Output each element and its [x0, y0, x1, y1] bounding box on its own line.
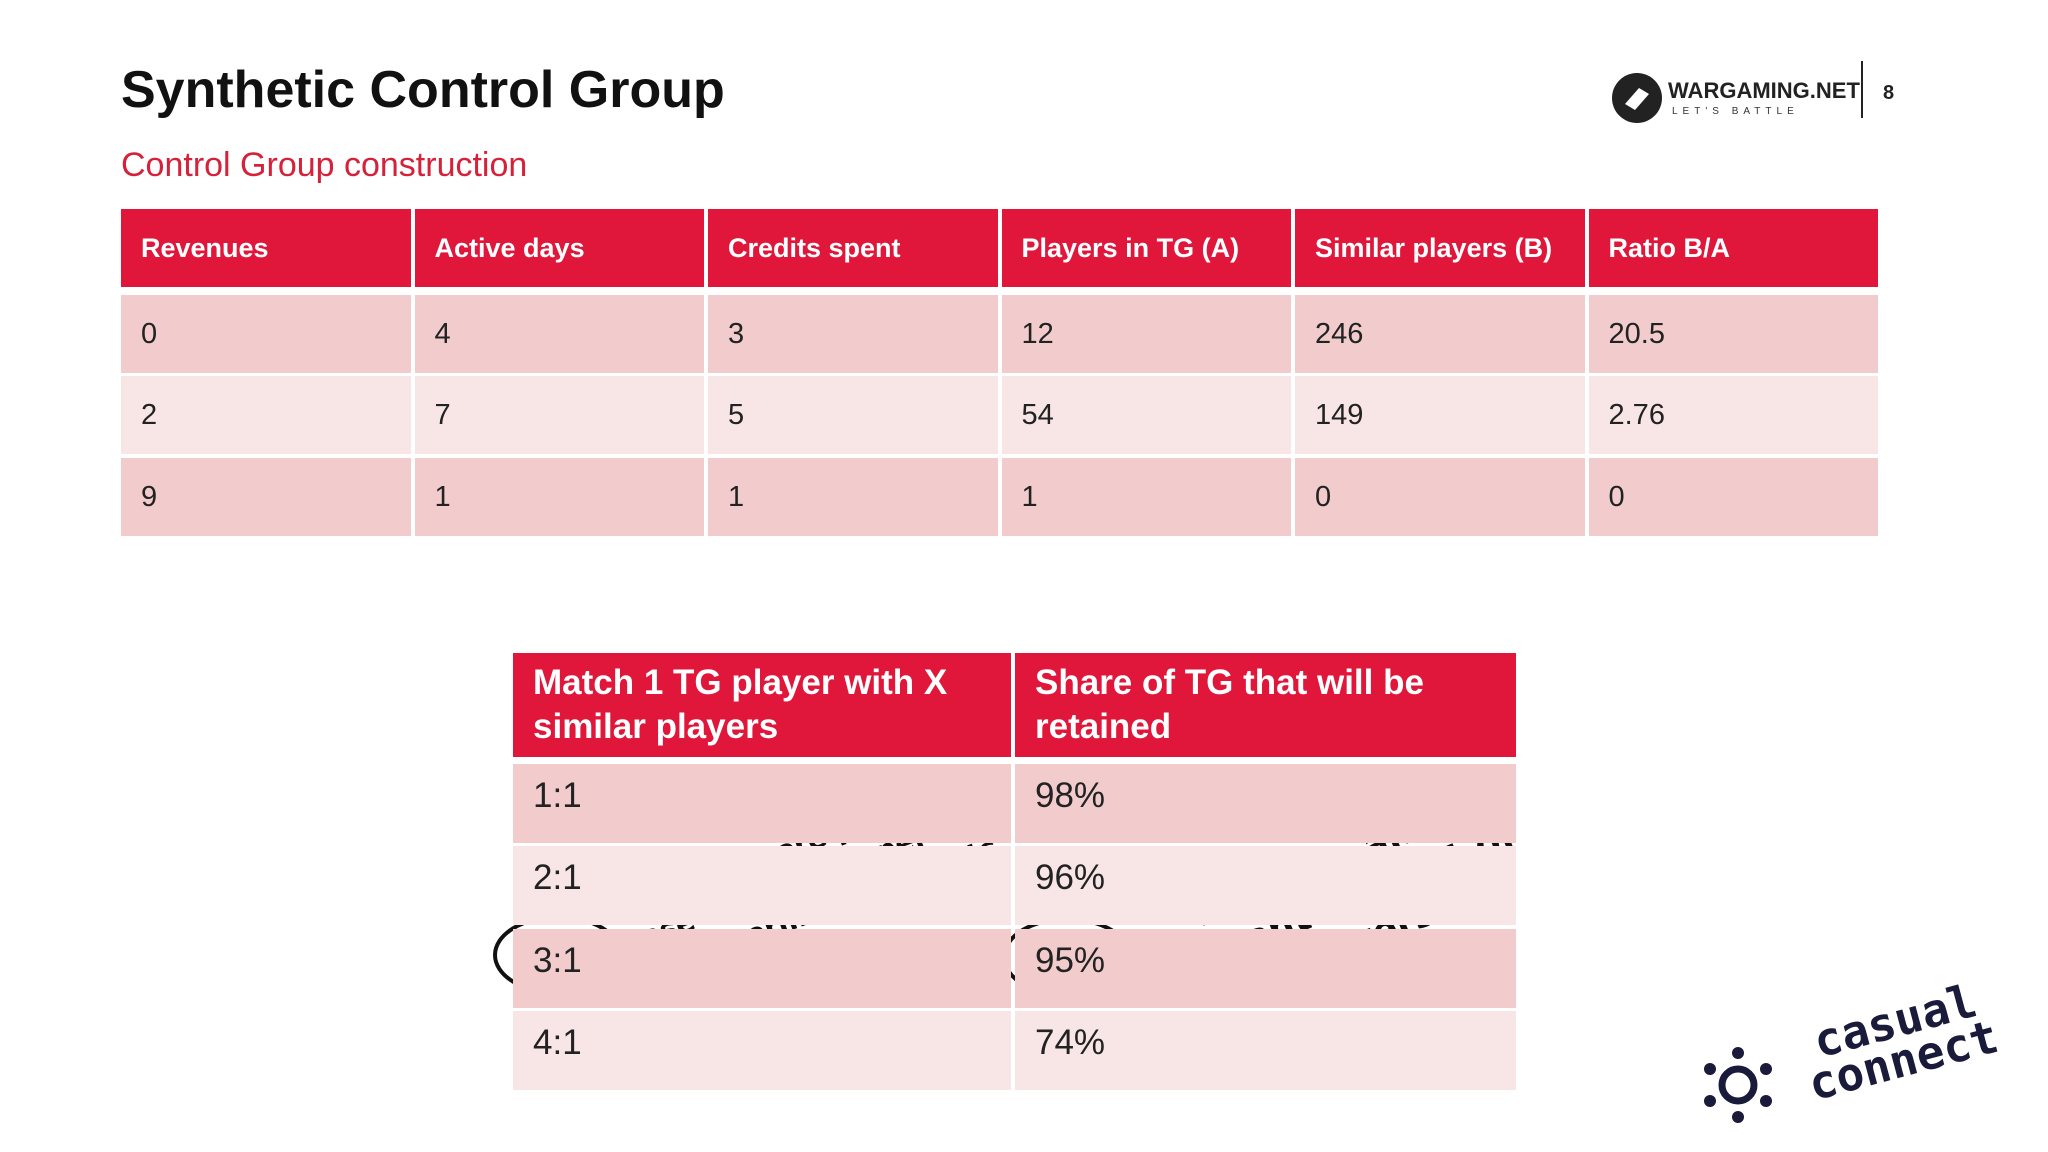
divider: [1861, 61, 1863, 118]
table-cell: 1: [414, 458, 704, 536]
table-cell: 7: [414, 376, 704, 454]
table-cell: 2:1: [513, 846, 1011, 925]
header-cell: Share of TG that will be retained: [1015, 653, 1516, 757]
header-cell: Ratio B/A: [1588, 209, 1878, 287]
logo-tagline: LET'S BATTLE: [1672, 106, 1799, 117]
table-cell: 74%: [1015, 1011, 1516, 1090]
table-cell: 96%: [1015, 846, 1516, 925]
subtitle: Control Group construction: [121, 146, 528, 184]
table-cell: 246: [1295, 295, 1585, 373]
table-cell: 5: [708, 376, 998, 454]
table-cell: 98%: [1015, 764, 1516, 843]
table-cell: 2.76: [1588, 376, 1878, 454]
header-cell: Active days: [414, 209, 704, 287]
table-cell: 4: [414, 295, 704, 373]
title: Synthetic Control Group: [121, 61, 725, 119]
table-cell: 9: [121, 458, 411, 536]
table-cell: 4:1: [513, 1011, 1011, 1090]
table-cell: 3:1: [513, 929, 1011, 1008]
table-cell: 1: [1001, 458, 1291, 536]
header-cell: Match 1 TG player with X similar players: [513, 653, 1011, 757]
header-cell: Credits spent: [708, 209, 998, 287]
casual-icon: [1704, 1047, 1772, 1123]
logo-name: WARGAMING.NET: [1668, 78, 1860, 103]
table-cell: 0: [1588, 458, 1878, 536]
table-cell: 12: [1001, 295, 1291, 373]
logo-icon: [1612, 73, 1662, 123]
table-cell: 20.5: [1588, 295, 1878, 373]
table-cell: 95%: [1015, 929, 1516, 1008]
table-cell: 1:1: [513, 764, 1011, 843]
table-cell: 3: [708, 295, 998, 373]
table-cell: 0: [121, 295, 411, 373]
table-cell: 149: [1295, 376, 1585, 454]
table-cell: 54: [1001, 376, 1291, 454]
header-cell: Similar players (B): [1295, 209, 1585, 287]
table-cell: 2: [121, 376, 411, 454]
header-cell: Revenues: [121, 209, 411, 287]
page-number: 8: [1883, 82, 1895, 104]
table-cell: 0: [1295, 458, 1585, 536]
table-cell: 1: [708, 458, 998, 536]
header-cell: Players in TG (A): [1001, 209, 1291, 287]
